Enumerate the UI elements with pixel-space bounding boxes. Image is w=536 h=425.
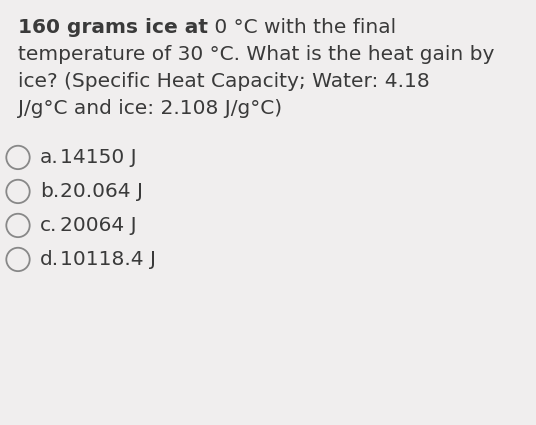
Text: 10118.4 J: 10118.4 J [60,250,156,269]
Text: a.: a. [40,148,59,167]
Point [14,256,23,263]
Text: ice? (Specific Heat Capacity; Water: 4.18: ice? (Specific Heat Capacity; Water: 4.1… [18,72,430,91]
Text: d.: d. [40,250,59,269]
Point [14,154,23,161]
Point [14,222,23,229]
Text: 160 grams ice at: 160 grams ice at [18,18,208,37]
Text: c.: c. [40,216,57,235]
Point [14,188,23,195]
Text: 14150 J: 14150 J [60,148,137,167]
Text: 0 °C with the final: 0 °C with the final [208,18,396,37]
Text: 20064 J: 20064 J [60,216,137,235]
Text: b.: b. [40,182,59,201]
Text: J/g°C and ice: 2.108 J/g°C): J/g°C and ice: 2.108 J/g°C) [18,99,282,118]
Text: 20.064 J: 20.064 J [60,182,143,201]
Text: temperature of 30 °C. What is the heat gain by: temperature of 30 °C. What is the heat g… [18,45,494,64]
